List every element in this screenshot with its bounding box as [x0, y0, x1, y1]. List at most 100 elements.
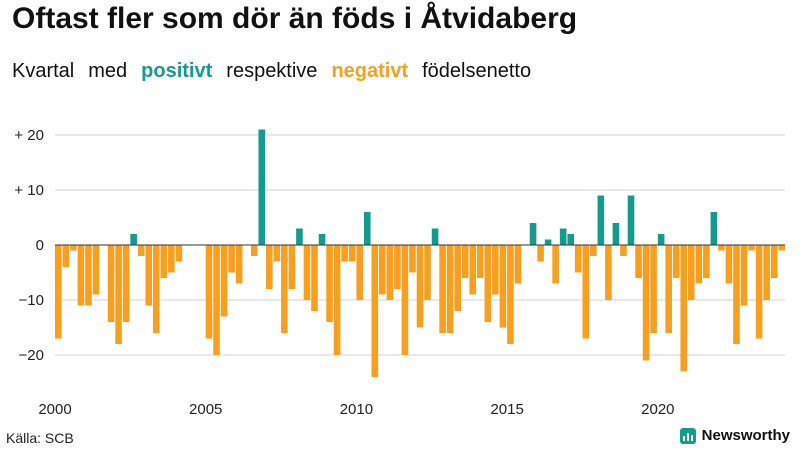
y-tick-label: + 10 — [14, 182, 44, 199]
bar — [431, 228, 439, 245]
bar — [228, 245, 235, 273]
bar — [672, 245, 680, 278]
bar — [650, 245, 657, 333]
bar — [122, 245, 130, 322]
bar — [258, 129, 266, 245]
bar — [265, 245, 273, 289]
bar — [175, 245, 183, 262]
bar — [439, 245, 446, 333]
bar — [657, 234, 665, 245]
bar — [469, 245, 477, 295]
bar — [748, 245, 755, 251]
bar — [770, 245, 778, 278]
bar — [348, 245, 356, 262]
bar — [725, 245, 733, 284]
chart-subtitle: Kvartal med positivt respektive negativt föde… — [12, 60, 545, 83]
bar — [92, 245, 100, 295]
bar — [205, 245, 213, 339]
bar — [220, 245, 228, 317]
newsworthy-logo-icon — [679, 427, 696, 444]
x-tick-label: 2020 — [641, 401, 674, 418]
subtitle-word-respektive: respektive — [226, 60, 318, 82]
bar — [582, 245, 590, 339]
bar — [620, 245, 627, 256]
brand-logo: Newsworthy — [679, 427, 790, 444]
bar — [311, 245, 318, 311]
y-tick-label: −20 — [19, 347, 44, 364]
bar — [612, 223, 620, 245]
bar — [333, 245, 341, 355]
bar — [213, 245, 220, 355]
bar — [733, 245, 740, 344]
bar — [514, 245, 522, 284]
bar — [454, 245, 461, 311]
subtitle-word-kvartal: Kvartal — [12, 60, 75, 82]
bar — [160, 245, 168, 278]
x-tick-label: 2010 — [340, 401, 373, 418]
bar — [778, 245, 785, 251]
x-tick-label: 2005 — [189, 401, 222, 418]
bar — [326, 245, 333, 322]
bar — [605, 245, 612, 300]
bar — [507, 245, 514, 344]
x-tick-label: 2000 — [38, 401, 71, 418]
bar — [409, 245, 416, 273]
y-tick-label: 0 — [36, 237, 44, 254]
bar — [446, 245, 454, 333]
bar — [763, 245, 770, 300]
bar — [499, 245, 507, 328]
bar — [642, 245, 650, 361]
bar — [484, 245, 492, 322]
bar — [544, 239, 552, 245]
bar — [401, 245, 409, 355]
bar — [55, 245, 62, 339]
bar — [356, 245, 364, 300]
bar — [130, 234, 137, 245]
bar — [492, 245, 499, 295]
subtitle-word-fodelsenetto: födelsenetto — [422, 60, 532, 82]
bar — [85, 245, 92, 306]
bar — [235, 245, 243, 284]
bar — [371, 245, 379, 377]
bar — [152, 245, 160, 333]
chart-title: Oftast fler som dör än föds i Åtvidaberg — [12, 2, 578, 35]
bar — [695, 245, 703, 284]
bar — [755, 245, 763, 339]
bars — [55, 129, 785, 377]
bar — [567, 234, 575, 245]
bar — [597, 195, 605, 245]
legend-negative: negativt — [331, 60, 409, 82]
bar — [687, 245, 695, 300]
y-axis-ticks: + 20 + 10 0 −10 −20 — [14, 127, 44, 364]
bar — [703, 245, 710, 278]
bar — [416, 245, 424, 328]
bar — [250, 245, 258, 256]
bar — [386, 245, 394, 300]
bar — [665, 245, 672, 333]
bar — [363, 212, 371, 245]
source-note: Källa: SCB — [6, 430, 74, 446]
bar — [288, 245, 296, 289]
bar — [635, 245, 642, 278]
bar — [107, 245, 115, 322]
brand-name: Newsworthy — [701, 427, 790, 444]
bar — [318, 234, 326, 245]
subtitle-word-med: med — [88, 60, 128, 82]
bar — [273, 245, 281, 262]
bar — [574, 245, 582, 273]
bar — [537, 245, 544, 262]
x-tick-label: 2015 — [490, 401, 523, 418]
bar — [740, 245, 748, 306]
bar — [137, 245, 145, 256]
bar — [62, 245, 70, 267]
bar — [424, 245, 431, 300]
bar — [341, 245, 348, 262]
bar — [552, 245, 559, 284]
bar — [77, 245, 85, 306]
bar — [394, 245, 401, 289]
y-tick-label: −10 — [19, 292, 44, 309]
bar — [303, 245, 311, 300]
bar — [680, 245, 688, 372]
legend-positive: positivt — [141, 60, 213, 82]
